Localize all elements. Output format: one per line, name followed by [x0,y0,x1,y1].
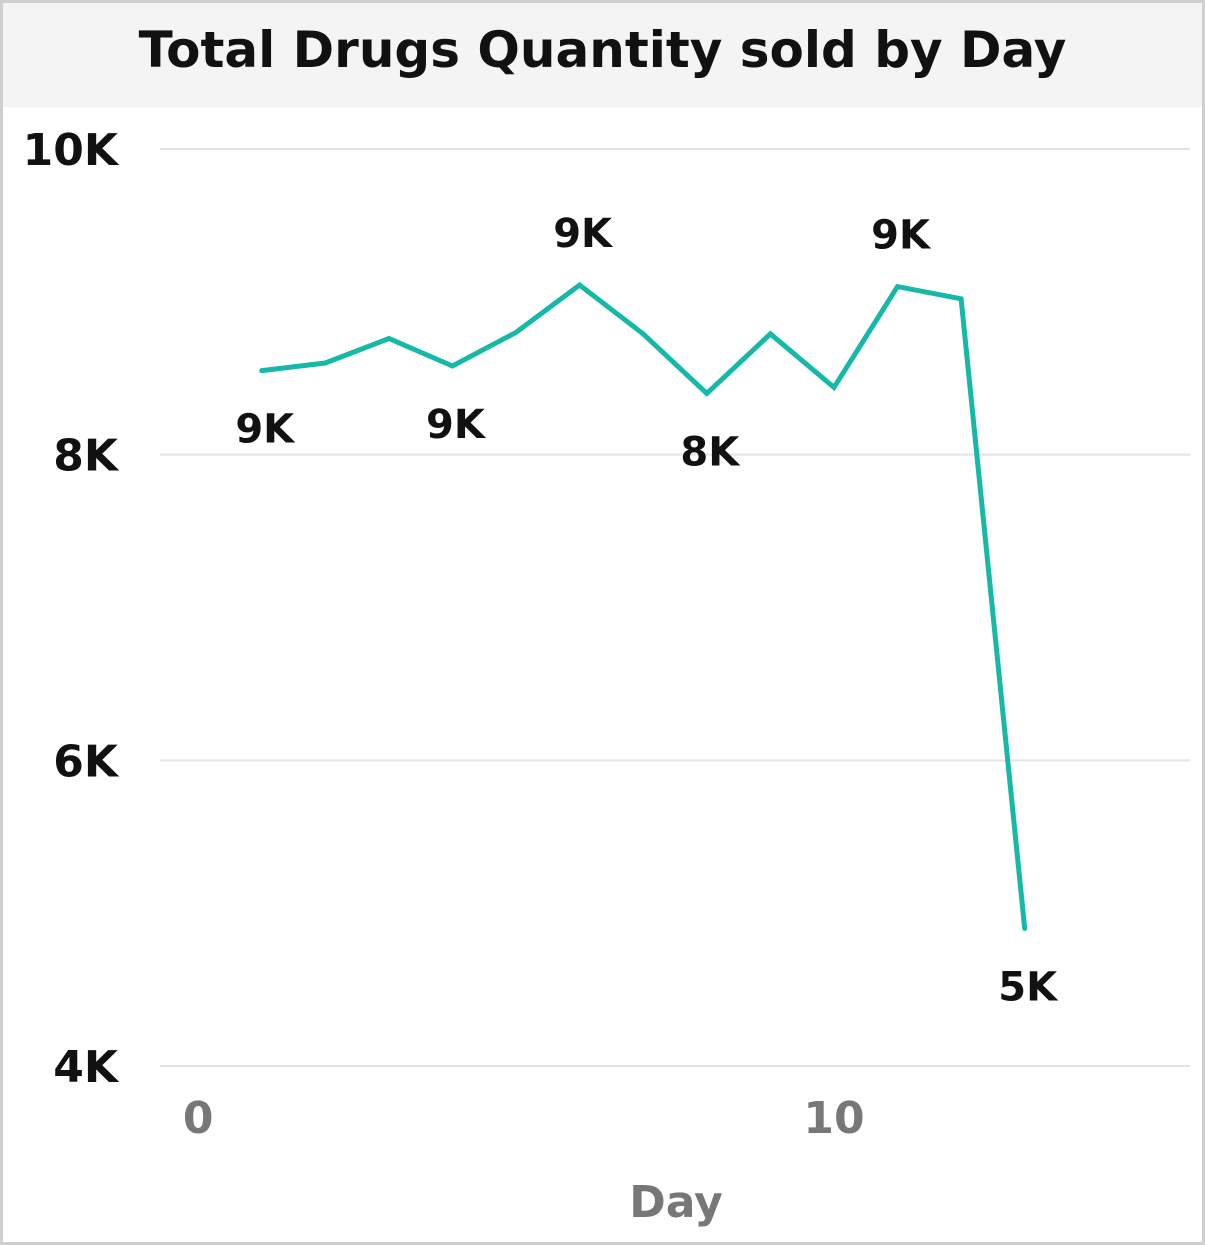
y-tick-label: 10K [23,125,120,176]
x-tick-label: 10 [803,1093,864,1144]
chart-title: Total Drugs Quantity sold by Day [138,21,1067,79]
title-bar [3,3,1202,107]
y-tick-label: 8K [53,431,120,482]
series-line-0 [259,281,1028,931]
y-tick-label: 6K [53,736,120,787]
x-axis-ticks: 0 10 [183,1093,865,1144]
data-label: 9K [871,213,932,259]
x-tick-label: 0 [183,1093,214,1144]
data-label: 9K [553,211,614,257]
x-axis-label: Day [629,1177,723,1228]
data-label: 8K [680,430,741,476]
y-tick-label: 4K [53,1042,120,1093]
gridlines [160,148,1190,1067]
data-label: 9K [426,402,487,448]
data-label: 9K [235,407,296,453]
data-label: 5K [998,964,1059,1010]
data-labels: 9K 9K 9K 8K 9K 5K [235,211,1059,1010]
y-axis-ticks: 4K 6K 8K 10K [23,125,120,1093]
series-group [259,281,1028,931]
